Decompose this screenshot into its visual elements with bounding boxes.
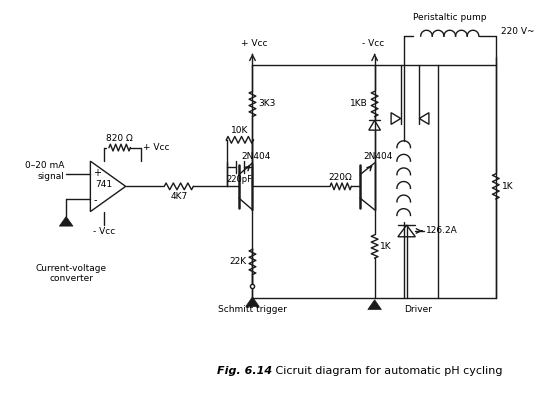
Text: 1KB: 1KB: [350, 99, 368, 109]
Text: - Vcc: - Vcc: [362, 39, 384, 48]
Polygon shape: [246, 297, 259, 307]
Text: Fig. 6.14: Fig. 6.14: [217, 366, 272, 375]
Text: + Vcc: + Vcc: [241, 39, 268, 48]
Text: Schmitt trigger: Schmitt trigger: [218, 305, 287, 314]
Text: Driver: Driver: [404, 305, 432, 314]
Text: 220 V~: 220 V~: [501, 27, 534, 36]
Polygon shape: [90, 161, 126, 211]
Text: Current-voltage
converter: Current-voltage converter: [36, 264, 107, 283]
Polygon shape: [59, 217, 73, 226]
Text: 820 Ω: 820 Ω: [106, 134, 133, 143]
Text: 220pF: 220pF: [227, 175, 253, 184]
Text: 1K: 1K: [502, 182, 513, 191]
Text: 741: 741: [95, 180, 113, 189]
Text: 22K: 22K: [229, 257, 247, 267]
Text: - Vcc: - Vcc: [93, 227, 116, 236]
Text: 220Ω: 220Ω: [329, 173, 353, 181]
Text: 126.2A: 126.2A: [426, 227, 458, 236]
Text: +: +: [93, 168, 102, 178]
Text: 4K7: 4K7: [170, 192, 187, 201]
Text: 0–20 mA
signal: 0–20 mA signal: [25, 161, 64, 181]
Text: Peristaltic pump: Peristaltic pump: [413, 13, 487, 21]
Text: 2N404: 2N404: [242, 152, 271, 161]
Polygon shape: [368, 300, 382, 310]
Text: Cicruit diagram for automatic pH cycling: Cicruit diagram for automatic pH cycling: [272, 366, 502, 375]
Text: 3K3: 3K3: [258, 99, 276, 109]
Text: + Vcc: + Vcc: [143, 143, 170, 152]
Text: 2N404: 2N404: [363, 152, 392, 161]
Text: 1K: 1K: [381, 242, 392, 251]
Text: -: -: [93, 195, 97, 205]
Text: 10K: 10K: [231, 126, 248, 135]
